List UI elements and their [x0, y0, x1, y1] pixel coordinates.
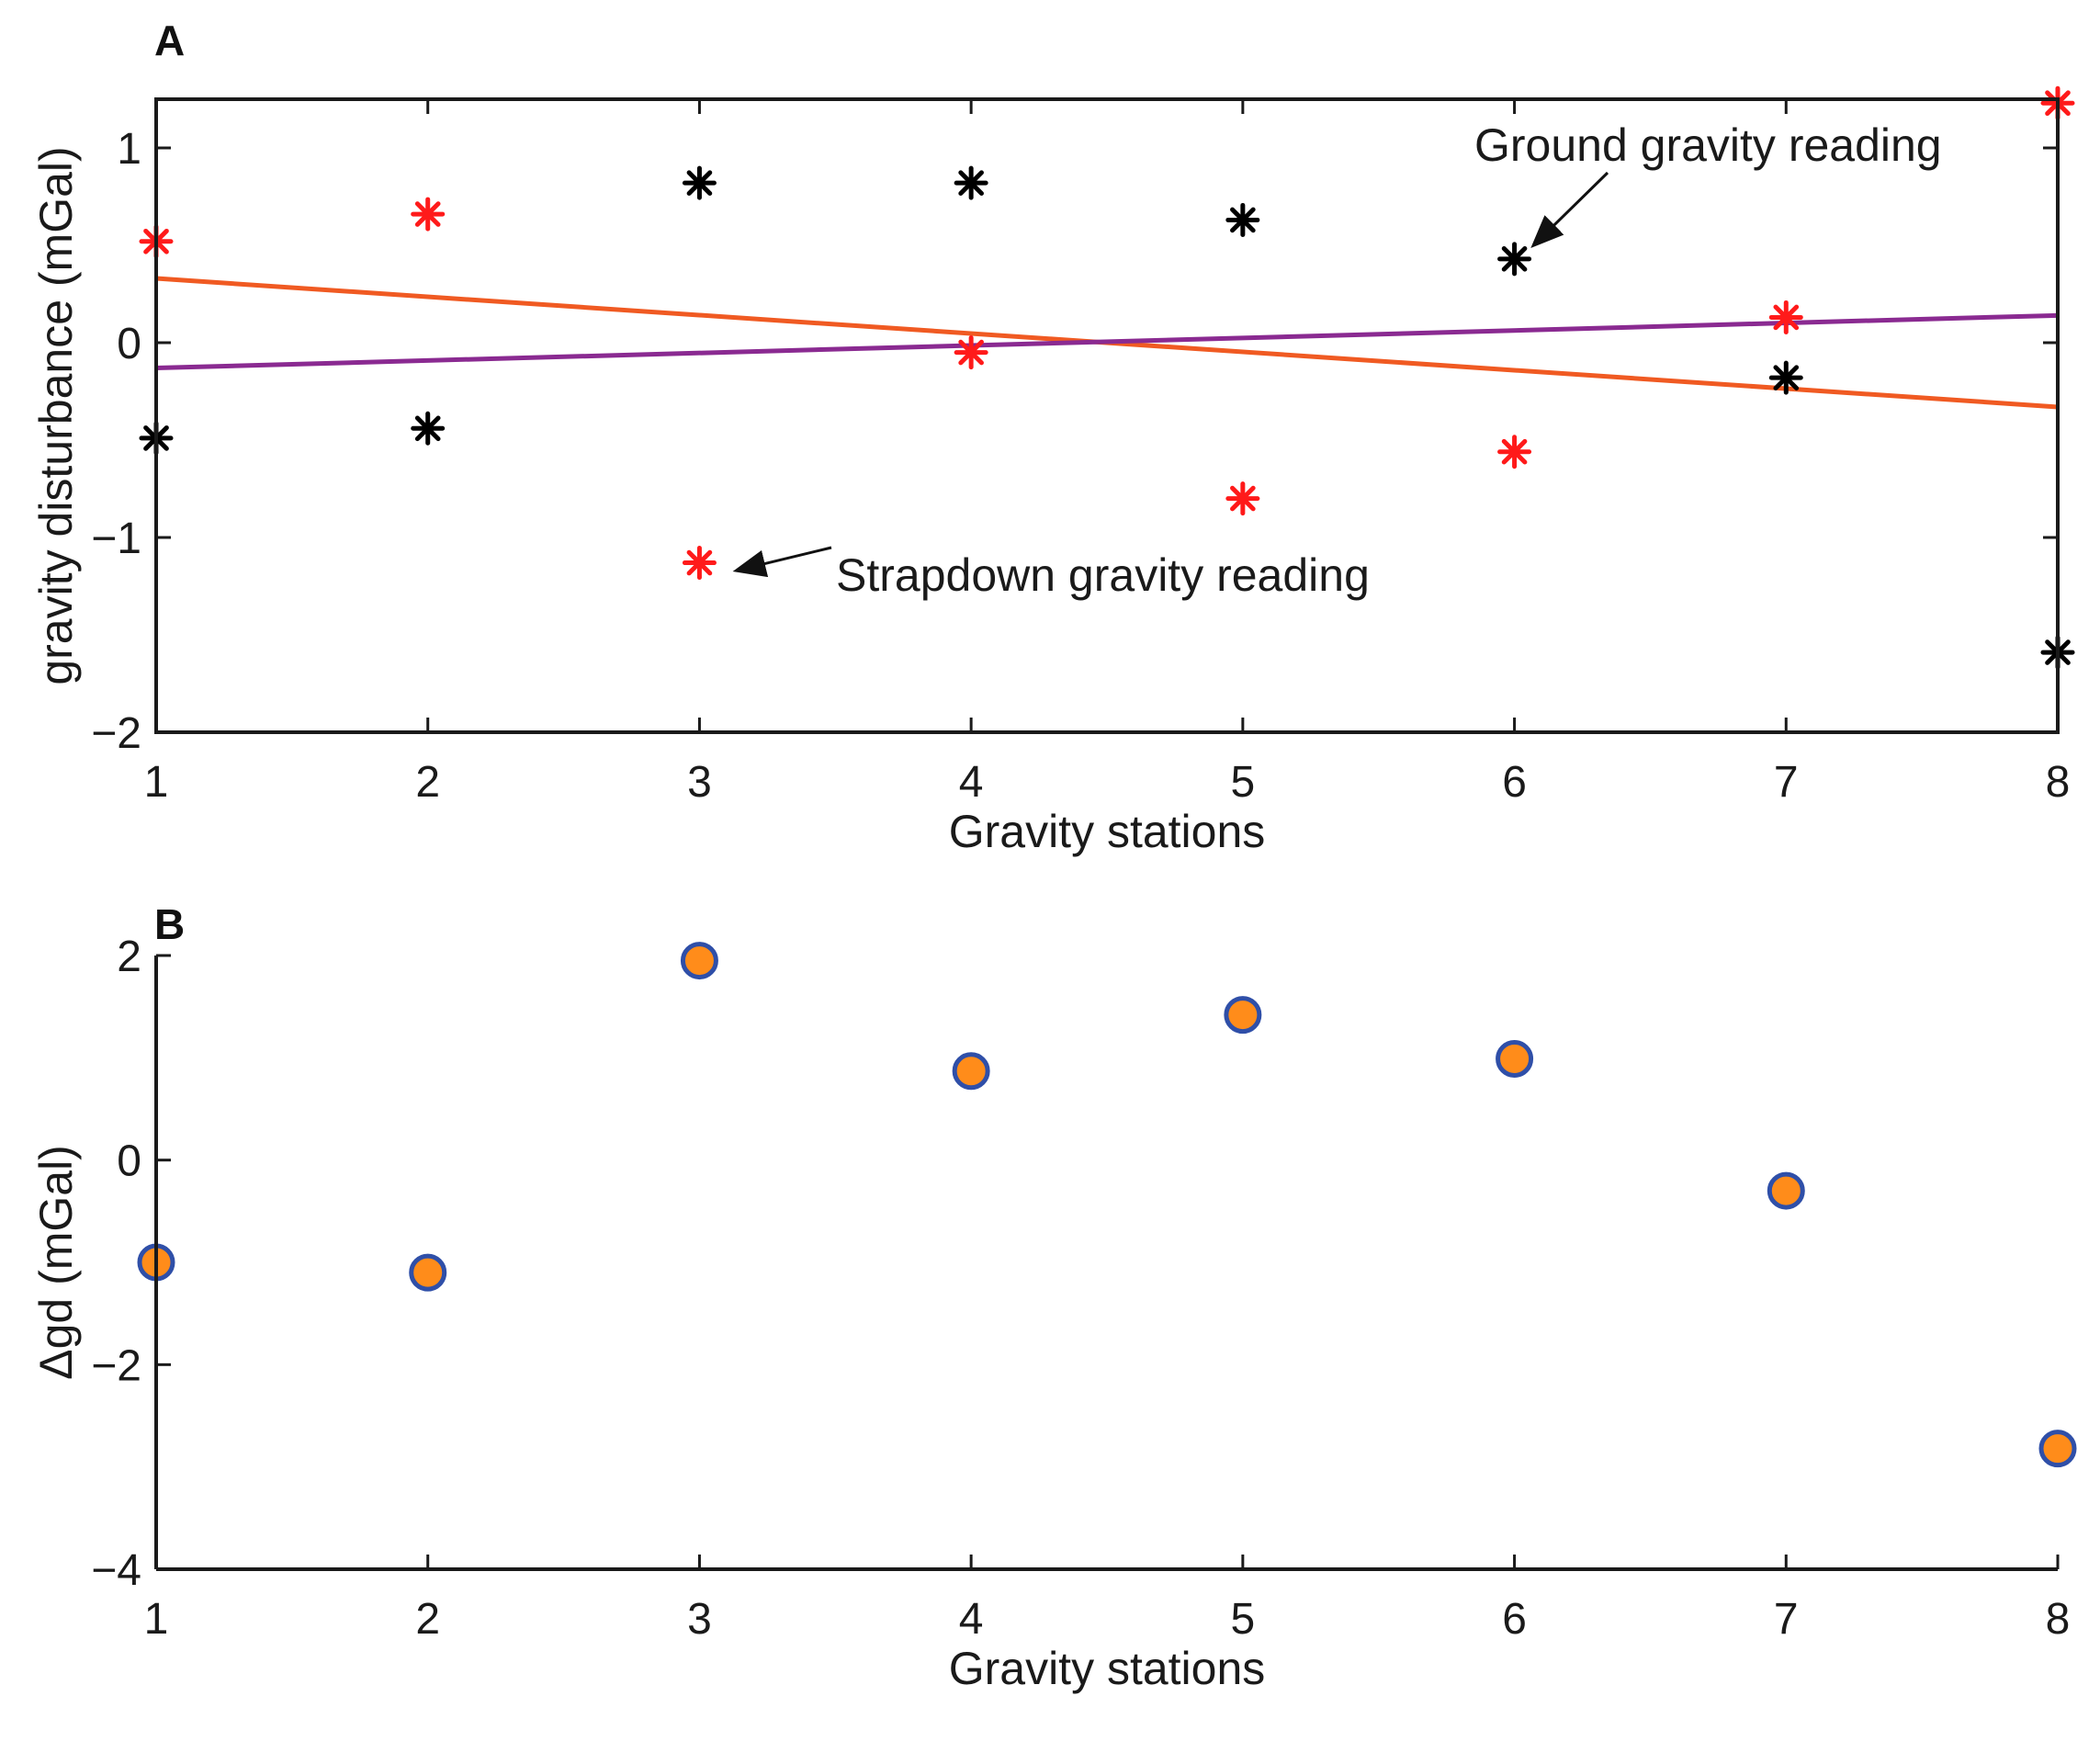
panel-b-letter: B	[154, 900, 185, 948]
ground-reading-point	[954, 165, 988, 200]
x-tick-label: 7	[1774, 1595, 1799, 1644]
delta-gd-point	[952, 1052, 990, 1091]
annotation-strapdown-gravity: Strapdown gravity reading	[836, 549, 1370, 601]
x-tick-label: 7	[1774, 758, 1799, 807]
y-tick-label: 0	[117, 320, 141, 368]
panel-a-ticks: 1 2 3 4 5 6 7 8 −2 −1 0 1	[91, 99, 2070, 807]
y-tick-label: 2	[117, 933, 141, 981]
panel-b-x-axis-label: Gravity stations	[949, 1643, 1266, 1694]
y-tick-label: −2	[91, 709, 141, 758]
ground-reading-point	[411, 411, 446, 446]
x-tick-label: 2	[415, 1595, 440, 1644]
y-tick-label: −4	[91, 1546, 141, 1595]
panel-b-axes	[154, 956, 2058, 1571]
panel-b-y-axis-label: Δgd (mGal)	[30, 1145, 82, 1380]
panel-b-chart: B 1 2 3 4 5 6 7 8 −4 −2 0 2 Gravity stations Δgd (m…	[30, 900, 2077, 1694]
delta-gd-point	[1496, 1039, 1534, 1078]
x-tick-label: 8	[2046, 1595, 2071, 1644]
strapdown-reading-point	[1497, 435, 1532, 469]
delta-gd-point	[409, 1253, 447, 1292]
panel-a-axes-frame	[154, 97, 2060, 734]
delta-gd-point	[1224, 996, 1262, 1035]
strapdown-reading-point	[682, 546, 717, 581]
y-tick-label: 0	[117, 1137, 141, 1186]
x-tick-label: 1	[144, 758, 169, 807]
x-tick-label: 3	[687, 1595, 712, 1644]
panel-a-x-axis-label: Gravity stations	[949, 806, 1266, 857]
x-tick-label: 5	[1231, 1595, 1256, 1644]
strapdown-reading-point	[411, 197, 446, 232]
y-tick-label: 1	[117, 125, 141, 174]
y-tick-label: −1	[91, 514, 141, 563]
delta-gd-point	[680, 942, 718, 980]
strapdown-reading-point	[954, 335, 988, 370]
annotation-ground-arrow	[1530, 171, 1609, 249]
panel-a-trend-lines	[155, 276, 2059, 410]
x-tick-label: 4	[959, 758, 984, 807]
panel-a-chart: A 1 2 3 4 5 6 7 8 −2 −1 0 1 Gravity stations gravit…	[30, 17, 2075, 857]
y-tick-label: −2	[91, 1341, 141, 1390]
ground-trend-line	[155, 312, 2059, 371]
annotation-strapdown-arrow	[732, 546, 832, 578]
delta-gd-point	[2038, 1430, 2077, 1468]
panel-b-points	[137, 942, 2077, 1468]
x-tick-label: 6	[1502, 758, 1527, 807]
panel-a-points	[139, 85, 2075, 670]
x-tick-label: 6	[1502, 1595, 1527, 1644]
x-tick-label: 5	[1231, 758, 1256, 807]
ground-reading-point	[1225, 202, 1260, 237]
panel-a-letter: A	[154, 17, 185, 64]
x-tick-label: 2	[415, 758, 440, 807]
x-tick-label: 3	[687, 758, 712, 807]
strapdown-reading-point	[1768, 300, 1803, 334]
x-tick-label: 1	[144, 1595, 169, 1644]
ground-reading-point	[1768, 360, 1803, 395]
panel-b-ticks: 1 2 3 4 5 6 7 8 −4 −2 0 2	[91, 933, 2070, 1644]
strapdown-reading-point	[1225, 481, 1260, 516]
ground-reading-point	[682, 165, 717, 200]
panel-a-y-axis-label: gravity disturbance (mGal)	[30, 146, 82, 684]
x-tick-label: 4	[959, 1595, 984, 1644]
ground-reading-point	[1497, 242, 1532, 277]
delta-gd-point	[1767, 1171, 1805, 1210]
x-tick-label: 8	[2046, 758, 2071, 807]
annotation-ground-gravity: Ground gravity reading	[1474, 119, 1942, 171]
